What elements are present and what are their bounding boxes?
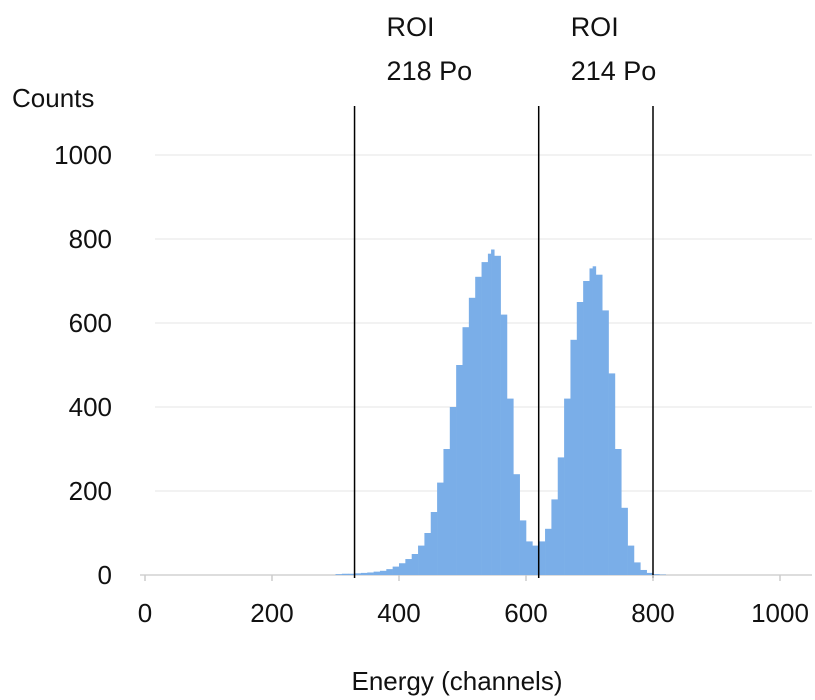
histogram-bar xyxy=(653,574,660,575)
histogram-bar xyxy=(608,373,616,575)
x-axis-ticks: 0 200 400 600 800 1000 xyxy=(138,575,809,628)
histogram-bar xyxy=(405,559,412,575)
histogram-bar xyxy=(487,253,492,575)
histogram-bar xyxy=(592,266,597,575)
histogram-bar xyxy=(335,574,343,575)
histogram-bar xyxy=(519,520,527,575)
x-tick-label: 1000 xyxy=(751,598,809,628)
histogram-bar xyxy=(373,571,381,575)
y-axis-ticks: 0 200 400 600 800 1000 xyxy=(54,140,112,590)
roi-label-line1: ROI xyxy=(387,12,435,42)
histogram-bar xyxy=(564,398,571,575)
histogram-bar xyxy=(399,563,406,575)
histogram-bar xyxy=(570,339,578,575)
histogram-bar xyxy=(633,562,641,575)
histogram-bar xyxy=(506,398,514,575)
x-tick-label: 200 xyxy=(250,598,293,628)
roi-markers xyxy=(353,106,654,578)
roi-label-line1: ROI xyxy=(571,12,619,42)
y-axis-label: Counts xyxy=(12,83,94,113)
x-tick-label: 0 xyxy=(138,598,152,628)
histogram-bar xyxy=(646,572,654,575)
histogram-bar xyxy=(341,573,349,575)
histogram-bar xyxy=(576,302,584,575)
histogram-bar xyxy=(494,255,501,576)
histogram-bar xyxy=(424,533,432,575)
histogram-bar xyxy=(589,268,593,575)
histogram-bar xyxy=(475,276,482,575)
histogram-bar xyxy=(627,545,635,575)
y-tick-label: 600 xyxy=(69,308,112,338)
histogram-bar xyxy=(354,573,362,575)
x-tick-label: 400 xyxy=(377,598,420,628)
histogram-bar xyxy=(526,541,533,575)
histogram-bar xyxy=(621,507,628,575)
histogram-bar xyxy=(640,569,647,575)
histogram-bar xyxy=(348,573,355,575)
histogram-bar xyxy=(360,572,368,575)
histogram-bar xyxy=(557,457,565,575)
roi-label-line2: 214 Po xyxy=(571,56,657,86)
histogram-bar xyxy=(411,554,419,575)
histogram-bar xyxy=(456,365,463,575)
histogram-bar xyxy=(386,569,393,575)
histogram-bar xyxy=(367,572,374,575)
histogram-bar xyxy=(468,297,476,575)
x-tick-label: 600 xyxy=(504,598,547,628)
y-tick-label: 400 xyxy=(69,392,112,422)
histogram-bar xyxy=(481,262,489,575)
histogram-bar xyxy=(418,545,425,575)
histogram-bar xyxy=(538,541,546,575)
x-axis-label: Energy (channels) xyxy=(352,666,563,696)
histogram-bar xyxy=(513,474,520,575)
histogram-bar xyxy=(595,274,603,575)
histogram-bar xyxy=(614,449,622,575)
histogram-bar xyxy=(602,310,609,575)
histogram-bar xyxy=(430,512,438,575)
histogram-bar xyxy=(583,281,590,575)
x-tick-label: 800 xyxy=(631,598,674,628)
roi-labels: ROI 218 Po ROI 214 Po xyxy=(387,12,657,86)
histogram-bar xyxy=(449,407,457,575)
y-tick-label: 800 xyxy=(69,224,112,254)
histogram-bar xyxy=(545,528,552,575)
histogram-bar xyxy=(443,449,451,575)
histogram-bar xyxy=(462,327,470,575)
y-tick-label: 0 xyxy=(98,560,112,590)
y-tick-label: 200 xyxy=(69,476,112,506)
histogram-bars xyxy=(335,249,666,576)
histogram-bar xyxy=(551,499,559,575)
histogram-bar xyxy=(437,482,444,575)
y-tick-label: 1000 xyxy=(54,140,112,170)
histogram-bar xyxy=(532,545,539,575)
histogram-bar xyxy=(392,566,400,575)
histogram-bar xyxy=(379,570,387,575)
histogram-bar xyxy=(500,314,508,575)
histogram-bar xyxy=(491,249,495,575)
roi-label-line2: 218 Po xyxy=(387,56,473,86)
